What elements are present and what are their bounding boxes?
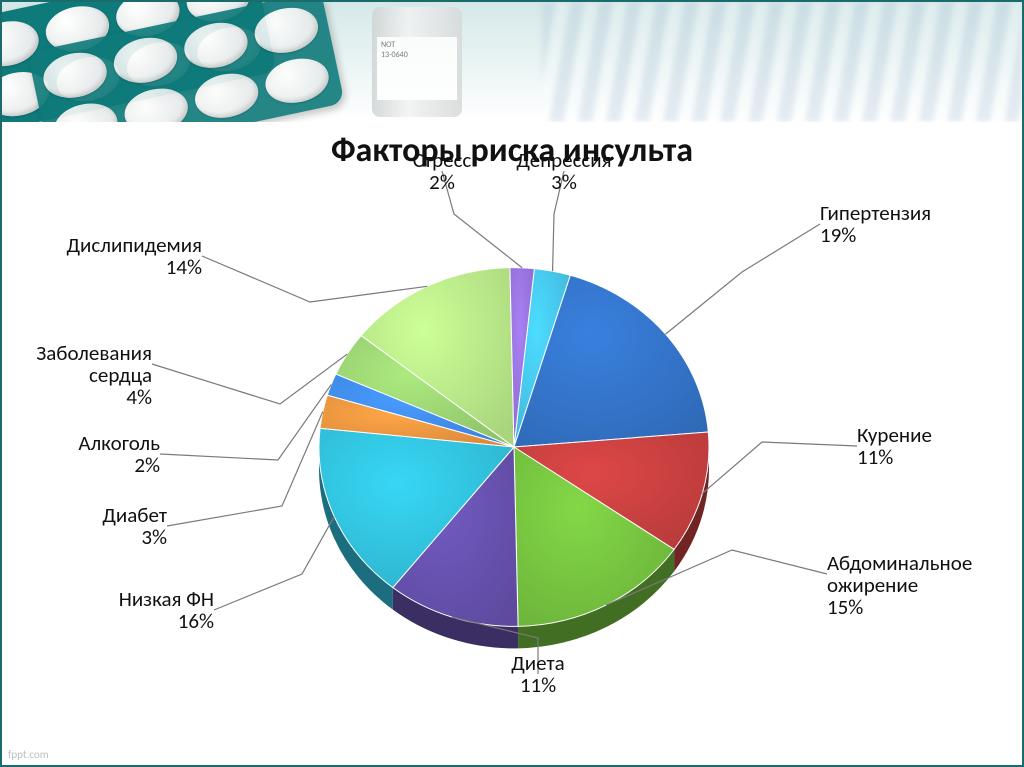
slice-label: Диета11% <box>511 650 564 698</box>
slide-frame: NOT 13-0640 Факторы риска инсульта Депре… <box>0 0 1024 767</box>
slice-label: Абдоминальноеожирение15% <box>827 550 972 620</box>
pie-chart: Депрессия3% Гипертензия19% Курение11% Абдом… <box>2 122 1024 762</box>
slice-label: Заболеваниясердца4% <box>36 340 152 410</box>
medicine-bottle: NOT 13-0640 <box>372 7 462 117</box>
chart-area: Факторы риска инсульта Депрессия3%Гиперт… <box>2 122 1022 745</box>
watermark: fppt.com <box>8 748 48 761</box>
bottle-text-2: 13-0640 <box>381 50 408 60</box>
slice-label: Диабет3% <box>102 502 167 550</box>
slice-label: Алкоголь2% <box>78 430 160 478</box>
slice-label: Стресс2% <box>413 147 472 195</box>
slice-label: Депрессия3% <box>516 147 611 195</box>
paper-blur <box>542 2 1022 122</box>
slice-label: Курение11% <box>857 422 932 470</box>
slice-label: Гипертензия19% <box>820 200 931 248</box>
bottle-text-1: NOT <box>381 40 395 50</box>
slice-label: Низкая ФН16% <box>119 586 214 634</box>
slice-label: Дислипидемия14% <box>67 232 202 280</box>
pill-blisters <box>2 2 345 122</box>
header-decoration: NOT 13-0640 <box>2 2 1022 122</box>
